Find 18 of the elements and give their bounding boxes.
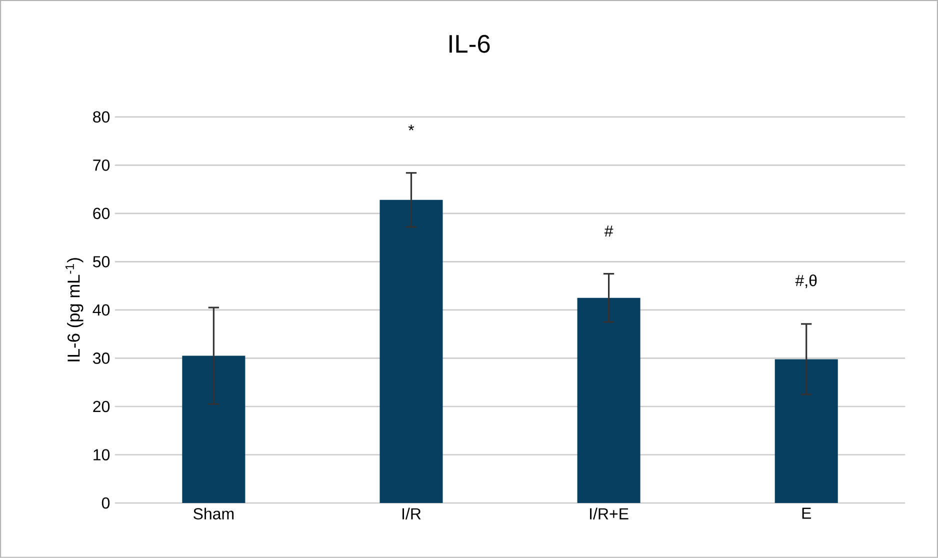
y-tick-label: 10 (94, 449, 110, 460)
y-tick-label: 60 (93, 208, 110, 220)
x-tick-label: E (802, 508, 811, 519)
y-tick-label: 50 (93, 256, 110, 268)
chart-title: IL-6 (450, 34, 490, 53)
annotation: #,θ (795, 274, 817, 288)
y-tick-label: 30 (93, 352, 110, 364)
x-tick-label: I/R (402, 508, 421, 520)
annotation: * (408, 124, 414, 130)
y-axis-title: IL-6 (pg mL$^{-1}$) (65, 258, 84, 362)
y-tick-label: 40 (92, 304, 110, 316)
y-tick-label: 20 (93, 400, 110, 412)
y-tick-label: 70 (93, 160, 110, 171)
annotation: # (604, 226, 614, 237)
y-tick-label: 80 (93, 111, 110, 123)
x-tick-label: I/R+E (590, 508, 628, 520)
x-tick-label: Sham (194, 508, 234, 520)
y-tick-label: 0 (102, 497, 110, 509)
